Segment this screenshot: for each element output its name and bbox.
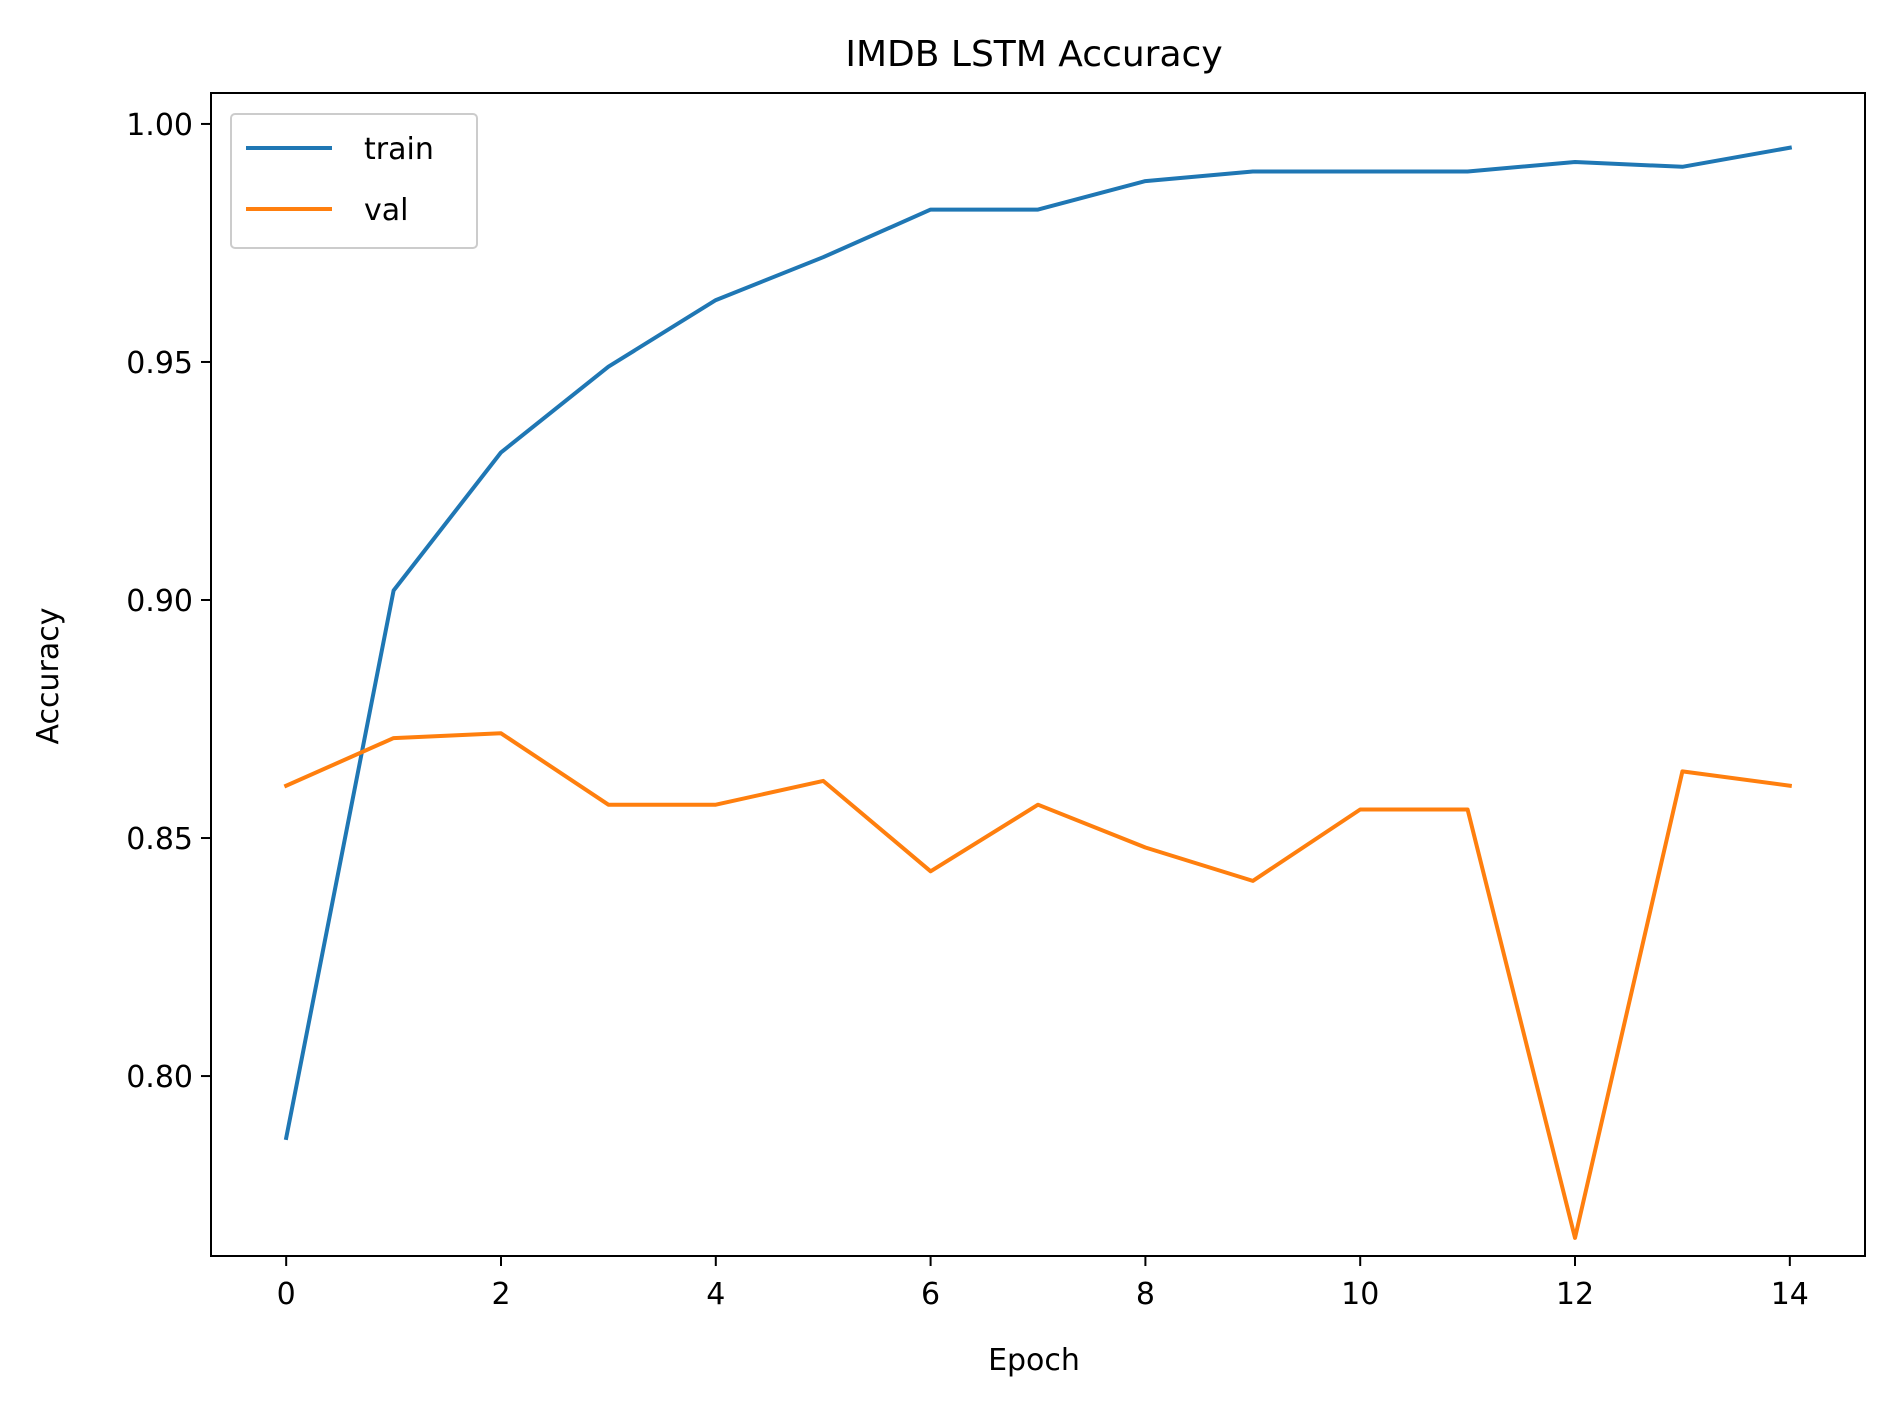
x-tick-label: 6 [921, 1277, 940, 1312]
x-tick-label: 0 [277, 1277, 296, 1312]
chart-title: IMDB LSTM Accuracy [845, 34, 1222, 75]
x-axis-label: Epoch [988, 1343, 1080, 1378]
series-line-val [283, 731, 1793, 1240]
x-tick-label: 14 [1771, 1277, 1809, 1312]
y-tick-label: 1.00 [126, 108, 193, 143]
x-tick-label: 10 [1341, 1277, 1379, 1312]
legend-label-val: val [364, 193, 408, 228]
y-axis-label: Accuracy [31, 608, 66, 745]
series-line-train [283, 145, 1793, 1141]
x-axis: 0 2 4 6 8 10 12 14 [277, 1256, 1809, 1312]
y-axis: 0.80 0.85 0.90 0.95 1.00 [126, 108, 211, 1095]
legend-label-train: train [364, 132, 434, 167]
legend: train val [230, 113, 478, 249]
legend-frame [230, 113, 478, 249]
axes-frame [210, 92, 1866, 1257]
y-tick-label: 0.85 [126, 822, 193, 857]
series-layer [283, 145, 1793, 1240]
x-tick-label: 4 [706, 1277, 725, 1312]
x-tick-label: 12 [1556, 1277, 1594, 1312]
x-tick-label: 2 [491, 1277, 510, 1312]
x-tick-label: 8 [1136, 1277, 1155, 1312]
plot-area-background [211, 93, 1865, 1256]
y-tick-label: 0.80 [126, 1060, 193, 1095]
y-tick-label: 0.90 [126, 584, 193, 619]
y-tick-label: 0.95 [126, 346, 193, 381]
